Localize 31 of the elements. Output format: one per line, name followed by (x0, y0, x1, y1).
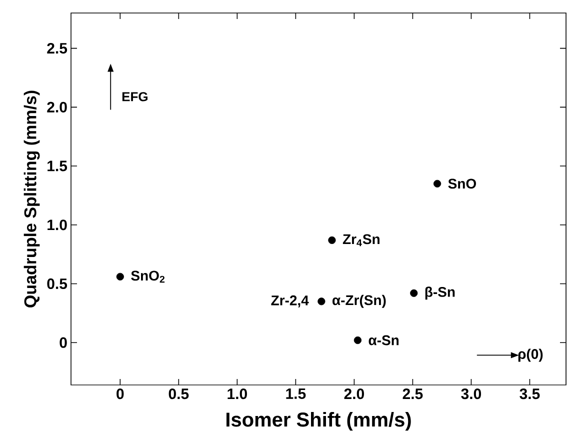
y-tick-label: 0 (60, 337, 67, 348)
annotation: Zr-2,4 (271, 295, 309, 308)
annotation: SnO (448, 178, 476, 189)
annotation: α-Sn (368, 335, 399, 346)
x-tick-label: 0.5 (168, 388, 189, 400)
point (410, 289, 418, 297)
y-tick-label: 1.5 (48, 160, 68, 172)
x-tick-label: 2.5 (402, 388, 423, 400)
x-tick-label: 1.5 (286, 388, 306, 399)
annotation: EFG (122, 92, 148, 102)
x-tick-label: 3.5 (520, 388, 540, 400)
x-tick-label: 3.0 (461, 388, 482, 400)
annotation: α-Zr(Sn) (332, 294, 386, 308)
point (116, 272, 124, 280)
annotation: Zr$_{4}$Sn (342, 234, 380, 246)
y-tick-label: 1.0 (48, 220, 67, 230)
point (318, 298, 326, 306)
x-tick-label: 2.0 (344, 388, 364, 400)
y-tick-label: 2.5 (47, 42, 68, 54)
y-axis-title: Quadruple Splitting (mm/s) (24, 90, 40, 308)
annotation: ρ(0) (518, 348, 543, 362)
x-tick-label: 0 (116, 388, 124, 400)
annotation: SnO$_{2}$ (131, 270, 165, 283)
x-tick-label: 1.0 (228, 388, 247, 400)
y-tick-label: 2.0 (47, 102, 67, 112)
annotation: β-Sn (425, 286, 455, 300)
point (328, 236, 336, 244)
point (354, 336, 362, 344)
x-axis-title: Isomer Shift (mm/s) (226, 412, 411, 431)
y-tick-label: 0.5 (47, 278, 68, 290)
point (433, 180, 442, 188)
